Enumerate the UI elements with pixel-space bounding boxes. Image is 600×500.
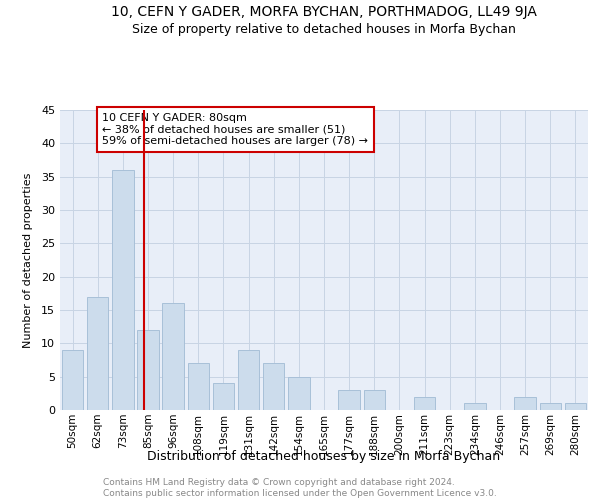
Text: 10, CEFN Y GADER, MORFA BYCHAN, PORTHMADOG, LL49 9JA: 10, CEFN Y GADER, MORFA BYCHAN, PORTHMAD… bbox=[111, 5, 537, 19]
Bar bbox=[464, 404, 485, 410]
Bar bbox=[163, 304, 184, 410]
Bar bbox=[188, 364, 209, 410]
Bar bbox=[238, 350, 259, 410]
Text: Distribution of detached houses by size in Morfa Bychan: Distribution of detached houses by size … bbox=[148, 450, 500, 463]
Bar bbox=[565, 404, 586, 410]
Bar bbox=[62, 350, 83, 410]
Bar bbox=[137, 330, 158, 410]
Bar bbox=[87, 296, 109, 410]
Text: 10 CEFN Y GADER: 80sqm
← 38% of detached houses are smaller (51)
59% of semi-det: 10 CEFN Y GADER: 80sqm ← 38% of detached… bbox=[102, 113, 368, 146]
Bar bbox=[364, 390, 385, 410]
Bar bbox=[514, 396, 536, 410]
Bar bbox=[539, 404, 561, 410]
Bar bbox=[288, 376, 310, 410]
Bar bbox=[263, 364, 284, 410]
Bar bbox=[414, 396, 435, 410]
Bar bbox=[213, 384, 234, 410]
Text: Contains HM Land Registry data © Crown copyright and database right 2024.
Contai: Contains HM Land Registry data © Crown c… bbox=[103, 478, 497, 498]
Text: Size of property relative to detached houses in Morfa Bychan: Size of property relative to detached ho… bbox=[132, 22, 516, 36]
Bar bbox=[338, 390, 360, 410]
Bar bbox=[112, 170, 134, 410]
Y-axis label: Number of detached properties: Number of detached properties bbox=[23, 172, 32, 348]
